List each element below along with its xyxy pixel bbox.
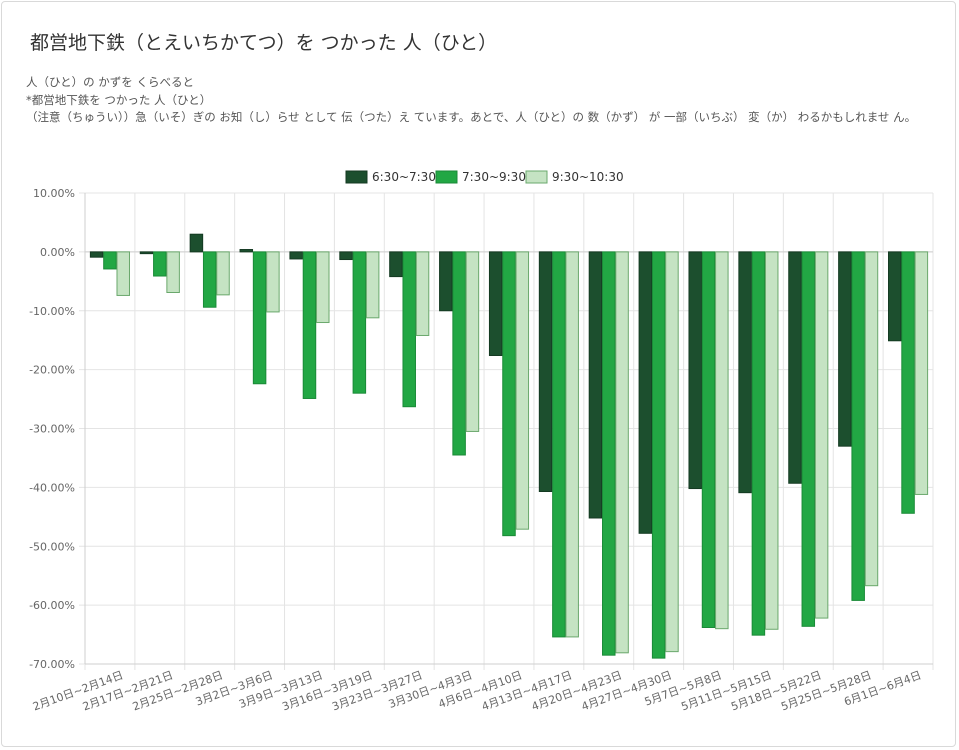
legend-label: 9:30~10:30	[552, 170, 624, 184]
y-tick-label: -30.00%	[29, 423, 75, 436]
legend-label: 7:30~9:30	[462, 170, 526, 184]
y-tick-label: -60.00%	[29, 599, 75, 612]
legend-swatch	[345, 170, 368, 184]
bar	[289, 251, 303, 260]
bar	[302, 251, 317, 399]
bar	[914, 251, 929, 495]
bar	[751, 251, 766, 636]
bar	[602, 251, 616, 656]
bar	[801, 251, 816, 627]
bar	[465, 251, 480, 432]
bar	[851, 251, 865, 601]
bar	[565, 251, 579, 638]
bar	[764, 251, 779, 630]
bar	[538, 251, 553, 492]
bar	[788, 251, 802, 484]
bar	[838, 251, 852, 447]
bar	[888, 251, 902, 342]
bar	[864, 251, 879, 587]
description: 人（ひと）の かずを くらべると *都営地下鉄を つかった 人（ひと） （注意（…	[26, 74, 931, 127]
bar	[502, 251, 516, 537]
y-tick-label: 10.00%	[33, 187, 75, 200]
legend-swatch	[435, 170, 458, 184]
bar	[239, 249, 254, 253]
bar	[365, 251, 380, 319]
bar	[638, 251, 653, 534]
bar	[588, 251, 603, 519]
bar	[651, 251, 666, 659]
y-tick-label: 0.00%	[40, 246, 75, 259]
bar	[452, 251, 466, 456]
bar	[515, 251, 530, 530]
bar	[316, 251, 330, 324]
bar	[352, 251, 367, 394]
bar	[688, 251, 702, 490]
description-line: *都営地下鉄を つかった 人（ひと）	[26, 92, 212, 107]
bar	[139, 251, 154, 255]
y-tick-label: -70.00%	[29, 658, 75, 671]
bar	[116, 251, 130, 296]
bar	[615, 251, 629, 654]
bar	[166, 251, 180, 293]
bar	[415, 251, 430, 336]
bar	[189, 233, 204, 253]
bar	[715, 251, 729, 630]
bar	[89, 251, 104, 258]
bar	[153, 251, 167, 277]
bar	[552, 251, 566, 638]
y-tick-label: -40.00%	[29, 481, 75, 494]
y-tick-label: -20.00%	[29, 364, 75, 377]
description-line: 人（ひと）の かずを くらべると	[26, 75, 194, 89]
bar	[402, 251, 416, 408]
bar	[701, 251, 716, 628]
bar	[814, 251, 829, 619]
bar	[901, 251, 915, 514]
description-line: （注意（ちゅうい））急（いそ）ぎの お知（し）らせ として 伝（つた）え ていま…	[26, 110, 917, 124]
bar	[266, 251, 280, 313]
bar	[488, 251, 503, 356]
bar	[738, 251, 752, 494]
legend-swatch	[525, 170, 548, 184]
y-tick-label: -50.00%	[29, 540, 75, 553]
bar	[103, 251, 117, 270]
page-title: 都営地下鉄（とえいちかてつ）を つかった 人（ひと）	[30, 32, 498, 54]
bar	[202, 251, 217, 308]
bar	[216, 251, 230, 296]
bar	[665, 251, 679, 653]
bar	[389, 251, 403, 278]
bar	[252, 251, 267, 385]
bar	[339, 251, 353, 261]
bar	[439, 251, 453, 312]
y-tick-label: -10.00%	[29, 305, 75, 318]
legend-label: 6:30~7:30	[372, 170, 436, 184]
